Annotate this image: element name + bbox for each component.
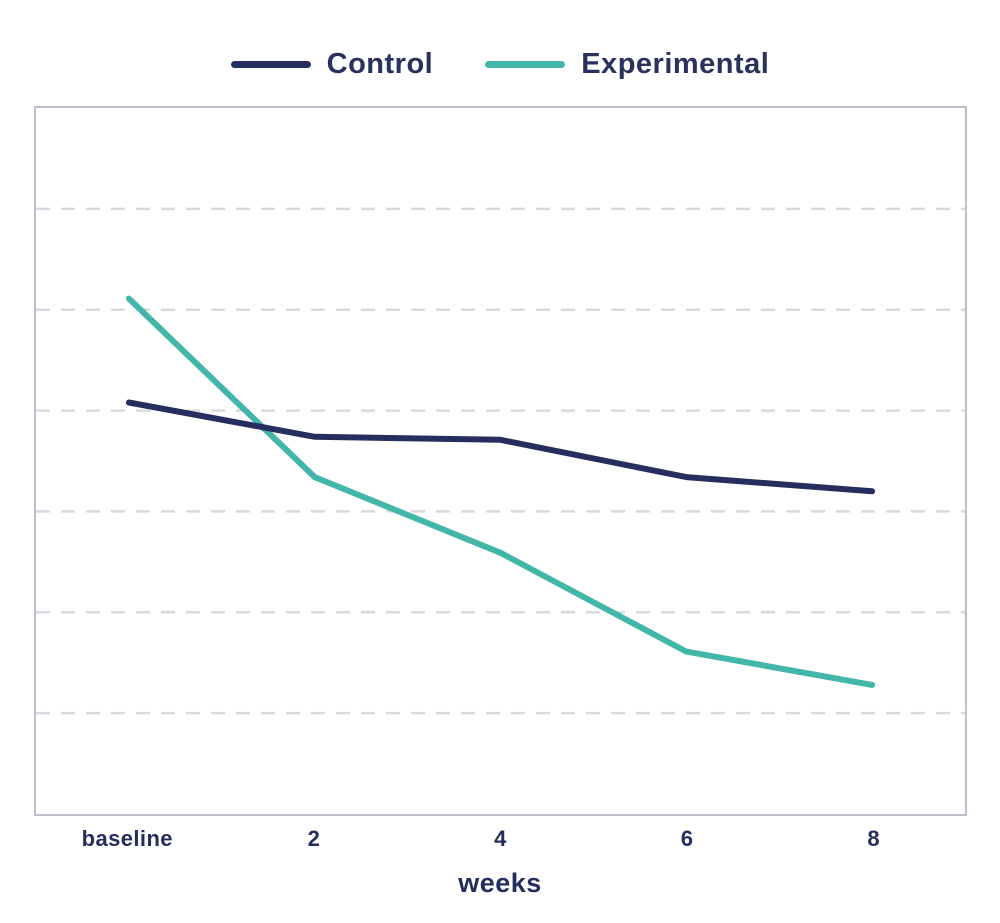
legend: Control Experimental: [0, 48, 1000, 81]
x-tick-label: 8: [867, 826, 881, 851]
series-line-experimental: [125, 295, 876, 688]
legend-label-control: Control: [326, 48, 434, 80]
x-axis-title: weeks: [458, 868, 542, 898]
legend-label-experimental: Experimental: [581, 48, 770, 80]
x-tick-label: 4: [494, 826, 507, 851]
control-line-swatch-icon: [230, 61, 311, 68]
experimental-line-swatch-icon: [485, 61, 566, 68]
x-tick-label: baseline: [81, 826, 173, 851]
line-chart-svg: [36, 207, 965, 715]
x-tick-label: 2: [307, 826, 321, 851]
legend-item-experimental[interactable]: Experimental: [485, 48, 769, 81]
x-axis-labels: baseline 2 4 6 8: [34, 826, 967, 856]
legend-item-control[interactable]: Control: [230, 48, 434, 81]
series-line-control: [125, 399, 876, 495]
plot-area: [34, 106, 967, 816]
x-tick-label: 6: [680, 826, 694, 851]
